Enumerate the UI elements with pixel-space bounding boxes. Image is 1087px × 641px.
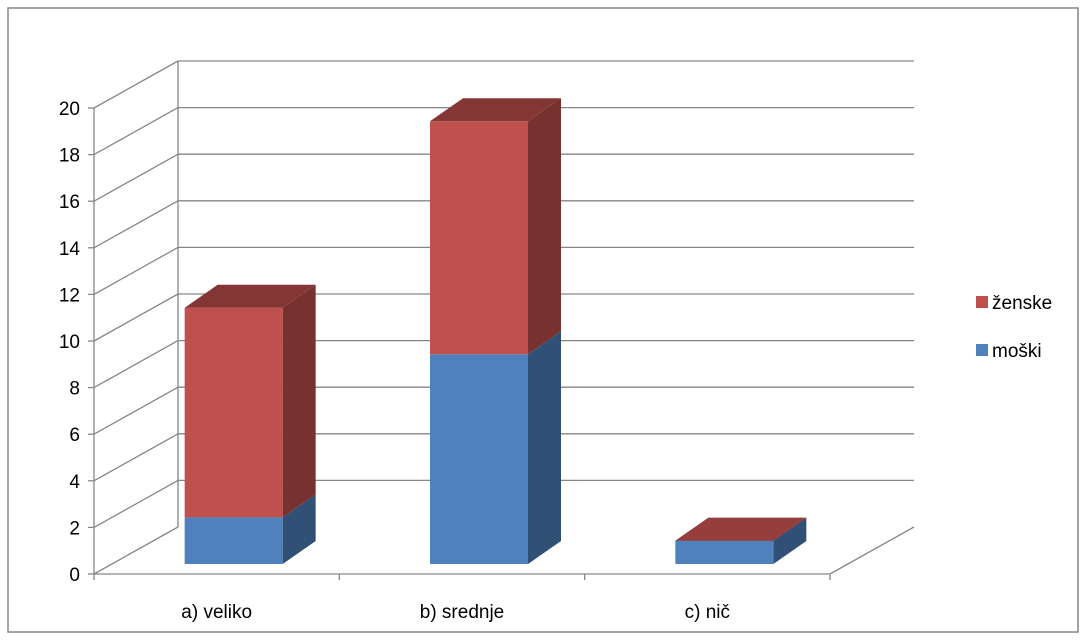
side-wall-gridline bbox=[93, 153, 179, 202]
side-wall-gridline bbox=[93, 386, 179, 435]
side-wall-gridline bbox=[93, 340, 179, 389]
bar-segment bbox=[430, 354, 528, 564]
legend-swatch bbox=[976, 296, 988, 308]
side-wall-gridline bbox=[93, 526, 179, 575]
x-tick-label: c) nič bbox=[685, 602, 730, 623]
y-tick-label: 14 bbox=[59, 239, 81, 260]
y-tick-label: 6 bbox=[69, 425, 80, 446]
side-wall-gridline bbox=[93, 433, 179, 482]
bar-segment bbox=[184, 517, 283, 564]
side-wall-gridline bbox=[93, 60, 179, 109]
y-tick-label: 4 bbox=[69, 472, 80, 493]
y-tick-label: 2 bbox=[69, 518, 80, 539]
x-tick-label: b) srednje bbox=[420, 602, 505, 623]
side-wall-gridline bbox=[93, 293, 179, 342]
legend-swatch bbox=[976, 344, 988, 356]
side-wall-gridline bbox=[93, 246, 179, 295]
bar-side-face bbox=[528, 331, 561, 564]
bar-side-face bbox=[282, 494, 316, 564]
legend-label: ženske bbox=[992, 293, 1052, 314]
legend-label: moški bbox=[992, 341, 1042, 362]
y-tick-label: 0 bbox=[69, 565, 80, 586]
y-tick-label: 8 bbox=[69, 379, 80, 400]
bar-top-face bbox=[675, 517, 807, 541]
y-tick-label: 10 bbox=[59, 332, 80, 353]
side-wall-gridline bbox=[93, 479, 179, 528]
side-wall-gridline bbox=[93, 107, 179, 156]
bar-side-face bbox=[282, 284, 316, 518]
legend: ženske moški bbox=[976, 293, 1052, 362]
bars bbox=[184, 98, 807, 564]
floor-right-edge bbox=[829, 526, 915, 575]
bar-side-face bbox=[773, 517, 807, 564]
bar-side-face bbox=[528, 98, 561, 355]
y-tick-label: 20 bbox=[59, 99, 80, 120]
bar-top-face bbox=[430, 98, 561, 122]
tick-labels: 0 2 4 6 8 10 12 14 16 18 20 a) veliko b) srednje c) n… bbox=[59, 99, 730, 623]
y-tick-label: 12 bbox=[59, 285, 80, 306]
y-tick-label: 16 bbox=[59, 192, 80, 213]
y-tick-label: 18 bbox=[59, 146, 80, 167]
x-tick-label: a) veliko bbox=[181, 602, 252, 623]
bar-segment bbox=[675, 540, 774, 564]
side-wall-gridline bbox=[93, 200, 179, 249]
bar-top-face bbox=[184, 284, 316, 308]
bar-segment bbox=[184, 307, 283, 518]
axes bbox=[88, 61, 915, 580]
bar-segment bbox=[430, 121, 528, 355]
